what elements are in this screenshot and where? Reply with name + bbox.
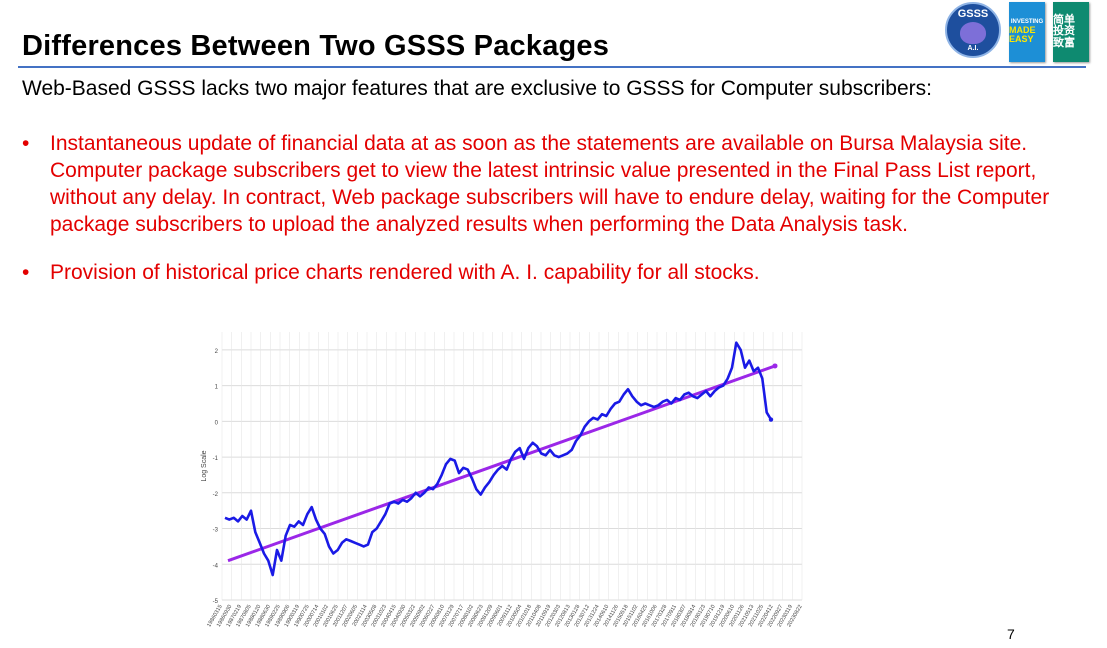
y-tick-label: -2 bbox=[213, 492, 219, 498]
gsss-logo-sub: A.I. bbox=[967, 45, 979, 52]
y-tick-label: 2 bbox=[215, 349, 219, 355]
book-cover-chinese: 简单 投资 致富 bbox=[1053, 2, 1089, 62]
bullet-text: Instantaneous update of financial data a… bbox=[50, 132, 1050, 236]
y-axis-label: Log Scale bbox=[201, 450, 208, 481]
book-zh-title: 简单 投资 致富 bbox=[1053, 13, 1075, 49]
bullet-item: • Instantaneous update of financial data… bbox=[22, 130, 1102, 238]
brain-icon bbox=[960, 22, 986, 44]
price-end-point bbox=[768, 417, 774, 422]
y-tick-label: -5 bbox=[213, 599, 219, 605]
gsss-logo: GSSS A.I. bbox=[945, 2, 1001, 58]
page-number: 7 bbox=[1007, 626, 1015, 642]
trend-end-point bbox=[772, 363, 778, 369]
intro-text: Web-Based GSSS lacks two major features … bbox=[22, 77, 932, 100]
y-tick-label: 0 bbox=[215, 420, 219, 426]
logo-group: GSSS A.I. INVESTING MADE EASY 简单 投资 致富 bbox=[945, 2, 1089, 62]
book-en-main: MADE EASY bbox=[1009, 24, 1036, 45]
price-chart: 2 1 0 -1 -2 -3 -4 -5 19860315 19860930 19870219 198… bbox=[192, 322, 810, 640]
bullet-list: • Instantaneous update of financial data… bbox=[22, 130, 1102, 307]
book-en-small: INVESTING bbox=[1010, 19, 1044, 26]
bullet-text: Provision of historical price charts ren… bbox=[50, 261, 760, 284]
title-underline bbox=[18, 66, 1086, 68]
bullet-item: • Provision of historical price charts r… bbox=[22, 259, 1102, 286]
y-tick-label: -1 bbox=[213, 456, 219, 462]
price-series-line bbox=[224, 341, 773, 577]
price-chart-svg: 210-1-2-3-4-5198603151986093019870219198… bbox=[201, 332, 804, 628]
bullet-dot: • bbox=[22, 132, 30, 155]
gsss-logo-label: GSSS bbox=[957, 8, 989, 20]
slide-title: Differences Between Two GSSS Packages bbox=[22, 30, 610, 62]
book-cover-english: INVESTING MADE EASY bbox=[1009, 2, 1045, 62]
y-tick-label: -4 bbox=[213, 563, 219, 569]
bullet-dot: • bbox=[22, 261, 30, 284]
y-tick-label: 1 bbox=[215, 385, 219, 391]
y-tick-label: -3 bbox=[213, 528, 219, 534]
